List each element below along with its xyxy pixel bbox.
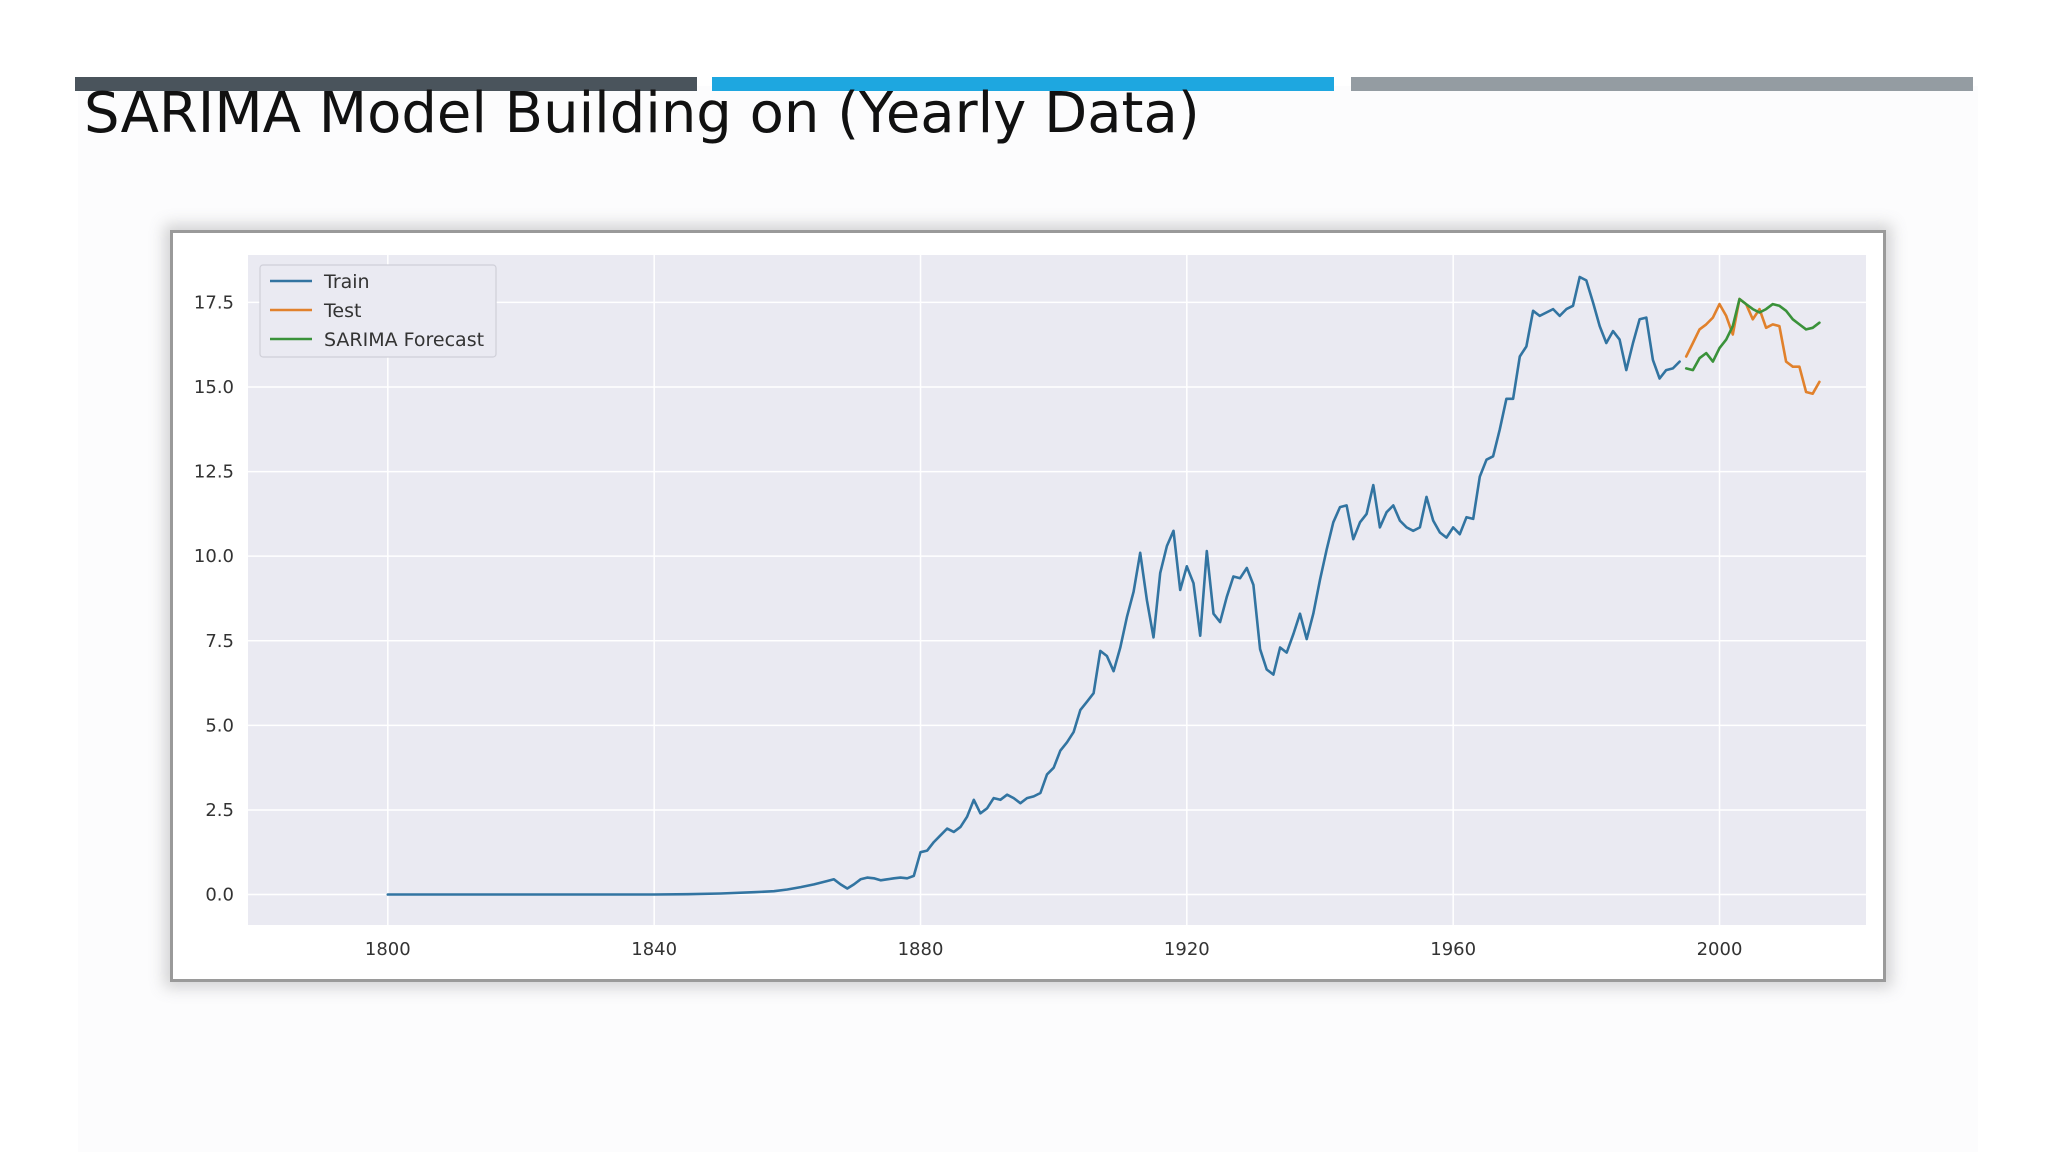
y-tick-label: 12.5: [194, 462, 234, 483]
plot-area: [248, 255, 1866, 925]
legend-label: Train: [323, 271, 370, 293]
y-tick-label: 17.5: [194, 292, 234, 313]
legend-label: SARIMA Forecast: [324, 329, 484, 351]
y-tick-label: 2.5: [205, 800, 234, 821]
legend-box: [259, 264, 497, 358]
series-line-test: [1684, 297, 1821, 395]
chart-figure: 1800 1840 1880 1920 1960 2000 0.0 2.5 5.0 7.5 10.0…: [170, 230, 1886, 982]
x-tick-label: 1840: [631, 939, 677, 960]
x-tick-label: 1800: [365, 939, 411, 960]
x-tick-label: 1920: [1164, 939, 1210, 960]
y-tick-label: 15.0: [194, 377, 234, 398]
accent-bar-blue: [712, 77, 1334, 91]
legend-label: Test: [323, 300, 361, 322]
series-line-train: [386, 275, 1681, 896]
x-tick-label: 1880: [898, 939, 944, 960]
x-tick-label: 2000: [1697, 939, 1743, 960]
slide-title: SARIMA Model Building on (Yearly Data): [84, 81, 1200, 146]
x-tick-label: 1960: [1430, 939, 1476, 960]
series-line-sarima-forecast: [1684, 297, 1821, 372]
y-tick-label: 7.5: [205, 631, 234, 652]
line-chart: 1800 1840 1880 1920 1960 2000 0.0 2.5 5.0 7.5 10.0…: [194, 255, 1866, 960]
y-tick-label: 0.0: [205, 885, 234, 906]
accent-bar-dark: [75, 77, 697, 91]
y-tick-label: 10.0: [194, 546, 234, 567]
y-tick-label: 5.0: [205, 715, 234, 736]
accent-bar-gray: [1351, 77, 1973, 91]
